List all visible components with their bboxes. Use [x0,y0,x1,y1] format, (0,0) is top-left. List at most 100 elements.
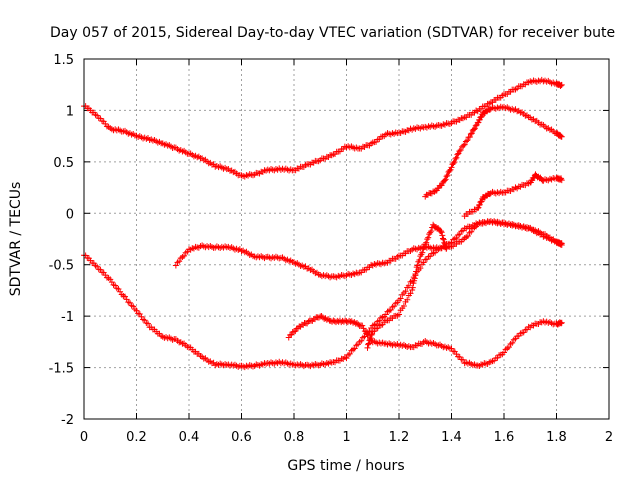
data-point-marker [439,235,446,242]
series-sat-6 [422,103,565,200]
data-point-marker [323,316,330,323]
data-point-marker [319,314,326,321]
data-points [81,76,565,371]
data-point-marker [292,328,299,335]
y-tick-label: -1.5 [49,362,74,377]
data-point-marker [478,198,485,205]
data-point-marker [557,176,564,183]
series-sat-1 [81,76,565,180]
data-point-marker [343,355,350,362]
data-point-marker [144,320,151,327]
data-point-marker [305,318,312,325]
data-point-marker [454,151,461,158]
data-point-marker [285,334,292,341]
x-tick-label: 0.8 [284,430,305,445]
data-point-marker [461,141,468,148]
x-tick-label: 2 [605,430,613,445]
data-point-marker [416,256,423,263]
data-point-marker [464,137,471,144]
data-point-marker [466,133,473,140]
tick-labels: 0 0.2 0.4 0.6 0.8 1 1.2 1.4 1.6 1.8 2 -2 -1.5 -1 -0.5 0… [49,53,614,445]
data-point-marker [363,328,370,335]
data-point-marker [505,344,512,351]
plot-border [83,58,610,420]
data-point-marker [468,130,475,137]
data-point-marker [396,311,402,318]
data-point-marker [558,319,565,326]
data-point-marker [360,325,367,332]
data-point-marker [441,239,448,246]
data-point-marker [318,312,325,319]
data-point-marker [470,126,477,133]
data-point-marker [365,341,372,348]
data-point-marker [322,315,329,322]
data-point-marker [368,332,375,339]
x-axis-label: GPS time / hours [287,458,404,474]
y-tick-label: -2 [61,413,74,428]
data-point-marker [558,133,565,140]
data-point-marker [450,160,457,167]
data-point-marker [444,172,451,179]
data-point-marker [413,268,420,275]
data-point-marker [459,356,466,363]
data-point-marker [355,321,362,328]
data-point-marker [402,288,409,295]
x-tick-label: 0.4 [179,430,200,445]
data-point-marker [346,350,353,357]
data-point-marker [367,336,374,343]
data-point-marker [460,142,467,149]
data-point-marker [421,244,428,251]
data-point-marker [358,337,365,344]
data-point-marker [359,322,366,329]
data-point-marker [348,318,355,325]
data-point-marker [467,131,474,138]
data-point-marker [471,125,478,132]
data-point-marker [397,295,404,302]
series-sat-4 [285,312,565,369]
data-point-marker [475,204,482,211]
data-point-marker [443,245,450,252]
data-point-marker [501,349,507,356]
data-point-marker [558,320,565,327]
x-tick-label: 1.4 [441,430,462,445]
chart-title: Day 057 of 2015, Sidereal Day-to-day VTE… [50,25,615,41]
data-point-marker [443,173,450,180]
data-point-marker [428,228,435,235]
data-point-marker [441,177,448,184]
y-axis-label: SDTVAR / TECUs [8,182,24,297]
x-tick-label: 0.2 [126,430,147,445]
data-point-marker [446,167,453,174]
data-point-marker [476,201,483,208]
data-point-marker [462,138,469,145]
y-tick-label: 1.5 [53,53,74,68]
data-point-marker [424,236,431,243]
data-point-marker [440,236,447,243]
data-point-marker [365,340,372,347]
data-point-marker [456,148,463,155]
data-point-marker [417,265,424,272]
data-point-marker [422,241,429,248]
y-tick-label: 0 [66,207,74,222]
y-tick-label: 0.5 [53,156,74,171]
x-tick-label: 1.6 [494,430,515,445]
data-point-marker [351,345,358,352]
data-point-marker [453,154,460,161]
data-point-marker [364,344,371,351]
data-point-marker [557,83,564,90]
data-point-marker [452,155,459,162]
data-point-marker [464,232,471,239]
data-point-marker [558,241,565,248]
data-point-marker [354,320,360,327]
data-point-marker [438,229,445,236]
data-point-marker [317,313,324,320]
data-point-marker [181,252,188,259]
data-point-marker [404,296,411,303]
data-point-marker [557,241,564,248]
data-point-marker [423,239,430,246]
data-point-marker [176,258,183,265]
data-point-marker [405,282,412,289]
y-tick-label: 1 [66,104,74,119]
data-point-marker [438,228,444,235]
data-point-marker [409,284,416,291]
